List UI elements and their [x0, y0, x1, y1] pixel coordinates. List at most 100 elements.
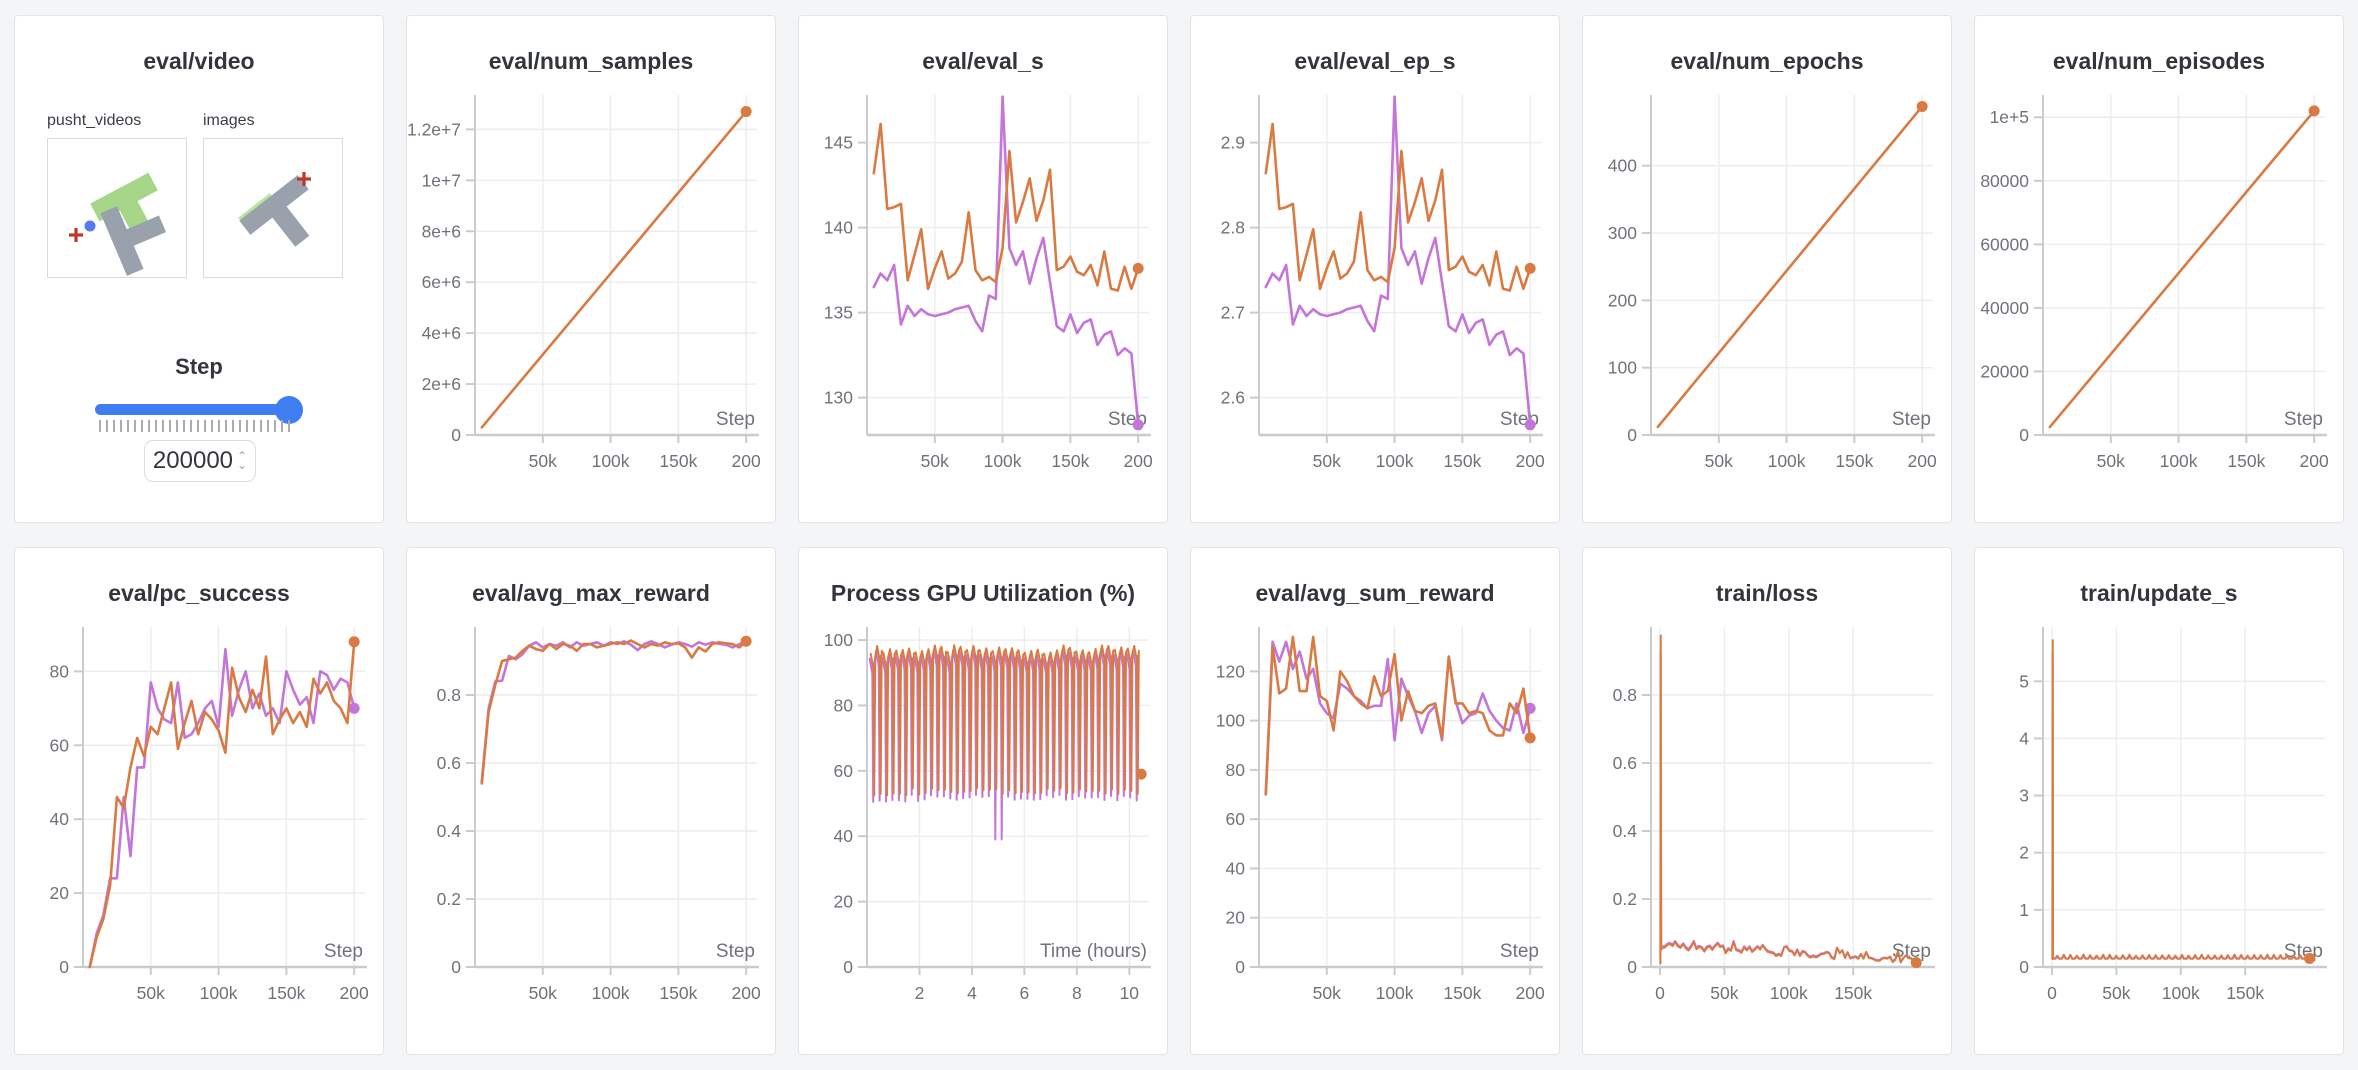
stepper-up-icon[interactable]: ⌃: [237, 449, 248, 463]
x-tick-label: 200: [1124, 451, 1153, 471]
step-value: 200000: [152, 447, 234, 474]
x-tick-label: 100k: [592, 983, 630, 1003]
panel-title: Process GPU Utilization (%): [830, 580, 1136, 606]
y-tick-label: 400: [1608, 156, 1637, 176]
y-tick-label: 0.6: [1613, 753, 1637, 773]
x-tick-label: 100k: [1376, 451, 1414, 471]
pusht-videos-label: pusht_videos: [47, 112, 142, 129]
y-tick-label: 2.8: [1221, 218, 1245, 238]
series-line-orange: [480, 110, 748, 429]
y-tick-label: 40: [1226, 858, 1246, 878]
series-end-dot-orange: [1524, 262, 1536, 274]
y-tick-label: 20: [50, 883, 70, 903]
x-tick-label: 100k: [1768, 451, 1806, 471]
series-line-purple: [480, 640, 748, 783]
chart-train-loss[interactable]: 0 0.2 0.4 0.6 0.8 0 50k 100k 150k Step: [1583, 613, 1951, 1027]
panel-eval-avg-max-reward: eval/avg_max_reward 0 0.2 0.4 0.6 0.8 50k 100k…: [406, 547, 776, 1055]
y-tick-label: 120: [1216, 661, 1245, 681]
series-end-dot-orange: [348, 636, 360, 648]
images-label: images: [203, 112, 255, 129]
y-tick-label: 100: [1608, 358, 1637, 378]
y-tick-label: 1: [2019, 900, 2029, 920]
y-tick-label: 0.4: [437, 821, 462, 841]
step-value-input[interactable]: 200000 ⌃ ⌄: [144, 440, 256, 482]
y-tick-label: 20: [834, 892, 854, 912]
x-tick-label: 50k: [1313, 983, 1341, 1003]
x-tick-label: 200: [2300, 451, 2329, 471]
x-tick-label: 200: [732, 983, 761, 1003]
pusht-video-thumbnail[interactable]: [47, 138, 187, 278]
series-line-orange: [869, 644, 1140, 797]
panel-title: eval/num_epochs: [1670, 48, 1864, 74]
chart-eval-avg-sum-reward[interactable]: 0 20 40 60 80 100 120 50k 100k 150k 200 Step: [1191, 613, 1559, 1027]
series-line-purple: [1264, 640, 1532, 796]
x-tick-label: 50k: [2097, 451, 2125, 471]
y-tick-label: 60000: [1980, 234, 2029, 254]
x-tick-label: 100k: [200, 983, 238, 1003]
y-tick-label: 2.7: [1221, 303, 1245, 323]
chart-eval-avg-max-reward[interactable]: 0 0.2 0.4 0.6 0.8 50k 100k 150k 200 Step: [407, 613, 775, 1027]
panel-title: eval/num_samples: [488, 48, 694, 74]
stepper: ⌃ ⌄: [237, 449, 248, 472]
panel-title: eval/avg_max_reward: [472, 580, 710, 606]
panel-train-loss: train/loss 0 0.2 0.4 0.6 0.8 0 50k 100k 150k Step: [1582, 547, 1952, 1055]
y-tick-label: 140: [824, 218, 853, 238]
x-tick-label: 150k: [267, 983, 305, 1003]
y-tick-label: 2.6: [1221, 388, 1245, 408]
chart-eval-num-episodes[interactable]: 0 20000 40000 60000 80000 1e+5 50k 100k 150k 200 S…: [1975, 81, 2343, 495]
x-tick-label: 200: [1908, 451, 1937, 471]
y-tick-label: 60: [50, 735, 70, 755]
x-tick-label: 4: [967, 983, 977, 1003]
x-tick-label: 50k: [529, 983, 557, 1003]
images-frame: [238, 172, 311, 247]
x-axis-label: Step: [1892, 941, 1931, 962]
panel-title: eval/eval_s: [922, 48, 1044, 74]
y-tick-label: 2.9: [1221, 133, 1245, 153]
y-tick-label: 40: [50, 809, 70, 829]
y-tick-label: 80: [834, 695, 854, 715]
x-tick-label: 8: [1072, 983, 1082, 1003]
x-tick-label: 50k: [1705, 451, 1733, 471]
x-tick-label: 50k: [2102, 983, 2130, 1003]
y-tick-label: 100: [824, 630, 853, 650]
x-axis-label: Step: [1892, 409, 1931, 430]
chart-gpu-utilization[interactable]: 0 20 40 60 80 100 2 4 6 8 10 Time (hours): [799, 613, 1167, 1027]
series-end-dot-orange: [2304, 952, 2316, 964]
panel-eval-avg-sum-reward: eval/avg_sum_reward 0 20 40 60 80 100 120 50k 10…: [1190, 547, 1560, 1055]
panel-eval-video: eval/video pusht_videos images: [14, 15, 384, 523]
step-slider-knob[interactable]: [275, 396, 303, 424]
series-end-dot-orange: [1916, 100, 1928, 112]
x-tick-label: 6: [1020, 983, 1030, 1003]
images-thumbnail[interactable]: [203, 138, 343, 278]
series-end-dot-orange: [1910, 957, 1922, 969]
x-tick-label: 150k: [659, 983, 697, 1003]
x-tick-label: 100k: [1770, 983, 1808, 1003]
x-axis-label: Step: [1500, 941, 1539, 962]
x-axis-label: Step: [2284, 409, 2323, 430]
series-end-dot-orange: [1132, 262, 1144, 274]
chart-eval-num-epochs[interactable]: 0 100 200 300 400 50k 100k 150k 200 Step: [1583, 81, 1951, 495]
y-tick-label: 135: [824, 303, 853, 323]
panel-gpu-utilization: Process GPU Utilization (%) 0 20 40 60 80 100…: [798, 547, 1168, 1055]
step-slider[interactable]: [95, 404, 297, 415]
panel-eval-pc-success: eval/pc_success 0 20 40 60 80 50k 100k 150k 200 S…: [14, 547, 384, 1055]
y-tick-label: 3: [2019, 786, 2029, 806]
chart-eval-pc-success[interactable]: 0 20 40 60 80 50k 100k 150k 200 Step: [15, 613, 383, 1027]
panel-eval-num-epochs: eval/num_epochs 0 100 200 300 400 50k 100k 150k…: [1582, 15, 1952, 523]
chart-eval-num-samples[interactable]: 0 2e+6 4e+6 6e+6 8e+6 1e+7 1.2e+7 50k 100k 150k 20…: [407, 81, 775, 495]
series-line-purple: [872, 95, 1140, 427]
y-tick-label: 0: [2019, 425, 2029, 445]
x-tick-label: 10: [1120, 983, 1140, 1003]
y-tick-label: 0: [1627, 957, 1637, 977]
x-tick-label: 100k: [2162, 983, 2200, 1003]
step-slider-label: Step: [175, 354, 223, 379]
stepper-down-icon[interactable]: ⌄: [237, 458, 248, 472]
y-tick-label: 0: [1235, 957, 1245, 977]
x-tick-label: 150k: [1443, 983, 1481, 1003]
y-tick-label: 130: [824, 388, 853, 408]
y-tick-label: 2e+6: [422, 374, 461, 394]
y-tick-label: 100: [1216, 711, 1245, 731]
